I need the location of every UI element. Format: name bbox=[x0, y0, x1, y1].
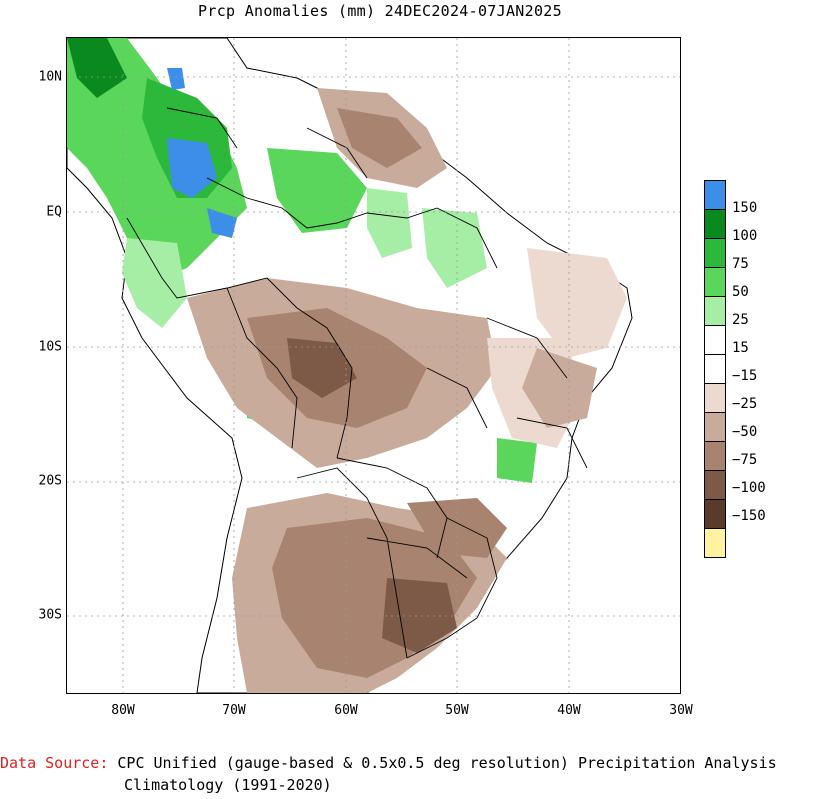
colorbar-label: −150 bbox=[732, 508, 766, 524]
footer-line1: Data Source: CPC Unified (gauge-based & … bbox=[0, 752, 777, 774]
lon-label-50w: 50W bbox=[445, 703, 469, 718]
colorbar-swatch bbox=[704, 296, 726, 325]
data-source-label: Data Source: bbox=[0, 754, 109, 772]
lat-label-10n: 10N bbox=[38, 69, 62, 85]
colorbar-swatch bbox=[704, 441, 726, 470]
colorbar-swatch bbox=[704, 325, 726, 354]
colorbar-label: −50 bbox=[732, 424, 758, 440]
colorbar-swatch bbox=[704, 180, 726, 209]
country-borders bbox=[126, 107, 588, 659]
colorbar-label: 100 bbox=[732, 228, 758, 244]
colorbar-swatch bbox=[704, 238, 726, 267]
dry-region bbox=[187, 88, 627, 693]
colorbar-swatch bbox=[704, 354, 726, 383]
colorbar-label: −25 bbox=[732, 396, 758, 412]
colorbar-label: 75 bbox=[732, 256, 749, 272]
colorbar bbox=[704, 180, 726, 558]
colorbar-swatch bbox=[704, 499, 726, 528]
anomaly-map bbox=[66, 37, 681, 694]
colorbar-label: 15 bbox=[732, 340, 749, 356]
colorbar-swatch bbox=[704, 528, 726, 558]
colorbar-label: −100 bbox=[732, 480, 766, 496]
colorbar-label: 25 bbox=[732, 312, 749, 328]
lat-lon-grid bbox=[67, 38, 680, 693]
lon-label-70w: 70W bbox=[222, 703, 246, 718]
colorbar-swatch bbox=[704, 412, 726, 441]
map-title: Prcp Anomalies (mm) 24DEC2024-07JAN2025 bbox=[198, 2, 562, 20]
lat-label-30s: 30S bbox=[38, 607, 62, 623]
lat-label-eq: EQ bbox=[46, 204, 62, 220]
colorbar-label: −75 bbox=[732, 452, 758, 468]
lat-label-20s: 20S bbox=[38, 473, 62, 489]
colorbar-swatch bbox=[704, 470, 726, 499]
colorbar-label: −15 bbox=[732, 368, 758, 384]
lon-label-80w: 80W bbox=[111, 703, 135, 718]
lon-label-60w: 60W bbox=[334, 703, 358, 718]
lon-label-30w: 30W bbox=[669, 703, 693, 718]
data-source-footer: Data Source: CPC Unified (gauge-based & … bbox=[0, 752, 777, 796]
lat-label-10s: 10S bbox=[38, 339, 62, 355]
data-source-text: CPC Unified (gauge-based & 0.5x0.5 deg r… bbox=[108, 754, 777, 772]
climatology-text: Climatology (1991-2020) bbox=[124, 776, 332, 794]
colorbar-swatch bbox=[704, 267, 726, 296]
colorbar-label: 50 bbox=[732, 284, 749, 300]
colorbar-swatch bbox=[704, 209, 726, 238]
colorbar-swatch bbox=[704, 383, 726, 412]
lon-label-40w: 40W bbox=[557, 703, 581, 718]
colorbar-label: 150 bbox=[732, 200, 758, 216]
wet-region-north bbox=[67, 38, 537, 483]
